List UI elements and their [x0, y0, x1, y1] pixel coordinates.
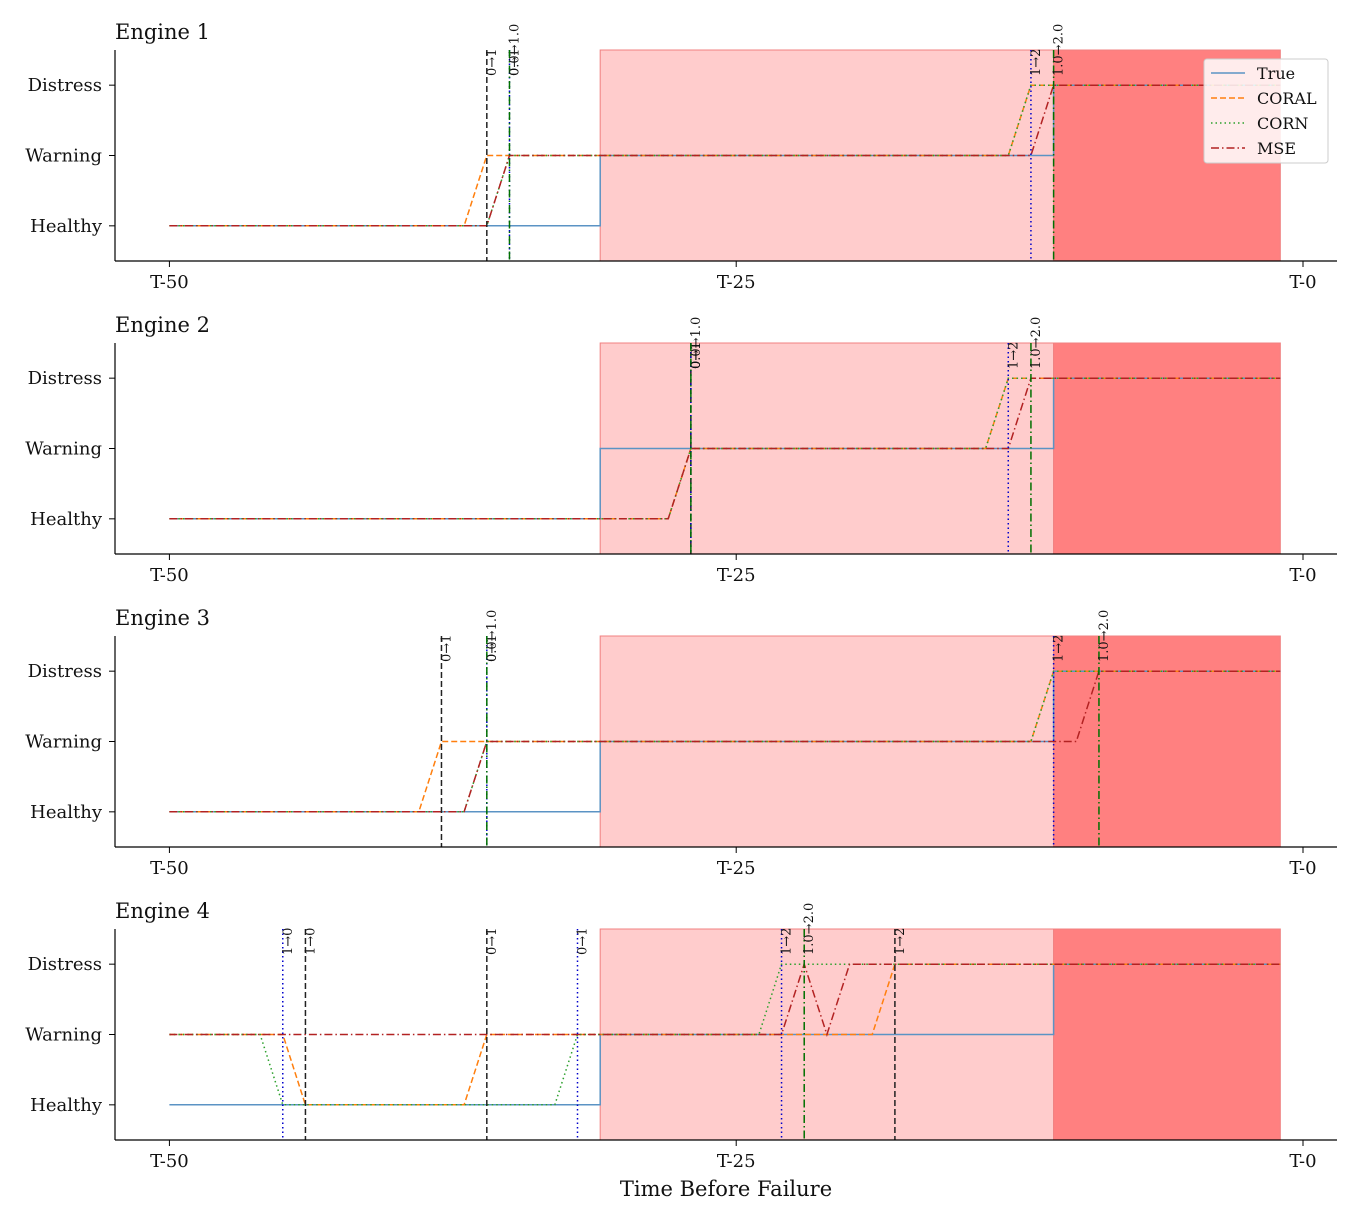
y-tick-label: Distress	[28, 954, 102, 975]
series-line	[169, 963, 1281, 1106]
x-tick-label: T-0	[1289, 858, 1316, 879]
x-tick-label: T-0	[1289, 272, 1316, 293]
transition-label: 0→1	[689, 342, 704, 369]
y-tick-label: Healthy	[30, 509, 103, 530]
chart-title: Engine 3	[115, 606, 210, 630]
y-tick-label: Warning	[25, 732, 102, 753]
transition-label: 0.0→1.0	[485, 610, 500, 662]
series-line	[169, 963, 1281, 1106]
x-tick-label: T-25	[717, 272, 756, 293]
transition-label: 1→0	[281, 928, 296, 955]
transition-label: 1→2	[893, 928, 908, 955]
x-tick-label: T-50	[150, 858, 189, 879]
region	[1053, 928, 1281, 1141]
transition-label: 1→2	[1006, 342, 1021, 369]
transition-label: 1.0→2.0	[1097, 610, 1112, 662]
chart-title: Engine 2	[115, 313, 210, 337]
chart-title: Engine 1	[115, 20, 210, 44]
y-tick-label: Healthy	[30, 216, 103, 237]
x-tick-label: T-25	[717, 565, 756, 586]
transition-label: 1→2	[1029, 49, 1044, 76]
transition-label: 1.0→2.0	[1029, 317, 1044, 369]
x-tick-label: T-50	[150, 272, 189, 293]
region	[1053, 635, 1281, 848]
transition-label: 0→1	[485, 928, 500, 955]
transition-label: 1→0	[303, 928, 318, 955]
transition-label: 0→1	[576, 928, 591, 955]
x-tick-label: T-25	[717, 858, 756, 879]
legend-label: CORN	[1257, 114, 1308, 133]
legend-label: CORAL	[1257, 89, 1317, 108]
y-tick-label: Warning	[25, 1025, 102, 1046]
y-tick-label: Warning	[25, 146, 102, 167]
transition-label: 0→1	[439, 635, 454, 662]
transition-label: 0.0→1.0	[689, 317, 704, 369]
x-tick-label: T-50	[150, 565, 189, 586]
y-tick-label: Distress	[28, 661, 102, 682]
transition-label: 1.0→2.0	[1052, 24, 1067, 76]
y-tick-label: Distress	[28, 368, 102, 389]
x-tick-label: T-25	[717, 1151, 756, 1172]
transition-label: 0→1	[485, 635, 500, 662]
x-axis-label: Time Before Failure	[620, 1177, 832, 1201]
x-tick-label: T-0	[1289, 565, 1316, 586]
legend-label: True	[1257, 64, 1295, 83]
transition-label: 1→2	[780, 928, 795, 955]
series-line	[169, 670, 1281, 813]
series-line	[169, 961, 1281, 1037]
series-line	[169, 84, 1281, 227]
transition-label: 0.0→1.0	[507, 24, 522, 76]
region	[1053, 342, 1281, 555]
series-line	[169, 377, 1281, 520]
y-tick-label: Healthy	[30, 802, 103, 823]
transition-label: 0→1	[689, 342, 704, 369]
y-tick-label: Distress	[28, 75, 102, 96]
transition-label: 0→1	[485, 49, 500, 76]
legend-box	[1203, 58, 1329, 164]
legend-label: MSE	[1257, 139, 1296, 158]
x-tick-label: T-0	[1289, 1151, 1316, 1172]
y-tick-label: Warning	[25, 439, 102, 460]
x-tick-label: T-50	[150, 1151, 189, 1172]
transition-label: 1→2	[1052, 635, 1067, 662]
transition-label: 1.0→2.0	[802, 903, 817, 955]
chart-title: Engine 4	[115, 899, 210, 923]
transition-label: 0→1	[507, 49, 522, 76]
y-tick-label: Healthy	[30, 1095, 103, 1116]
series-line	[169, 84, 1281, 227]
